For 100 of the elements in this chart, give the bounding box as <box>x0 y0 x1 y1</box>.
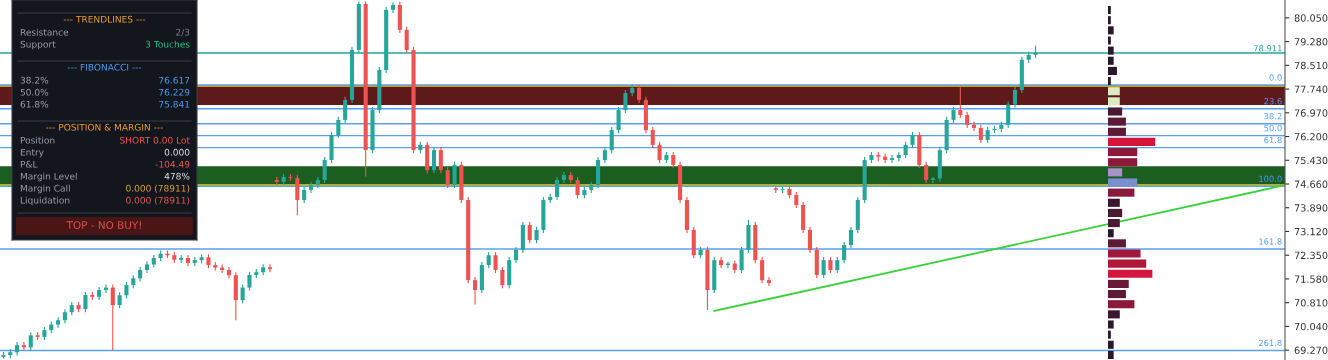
candlestick <box>431 146 437 174</box>
candlestick <box>404 26 409 54</box>
category-label: 61.8% <box>20 100 49 108</box>
candlestick <box>493 251 498 274</box>
candlestick <box>295 174 300 216</box>
bar <box>1108 46 1114 55</box>
bar <box>1108 26 1114 35</box>
y-tick-label: 73.890 <box>1294 204 1328 212</box>
candlestick <box>561 171 566 184</box>
bar <box>1108 350 1114 359</box>
candlestick <box>650 126 655 149</box>
candlestick <box>958 86 963 119</box>
candlestick <box>247 271 252 292</box>
candlestick <box>322 156 327 184</box>
candlestick <box>739 246 744 274</box>
candlestick <box>390 1 396 14</box>
candlestick <box>110 283 115 351</box>
annotation: 261.8 <box>1258 339 1282 347</box>
candlestick <box>308 181 314 194</box>
candlestick <box>438 146 443 174</box>
text: 0.000 (78911) <box>126 184 190 193</box>
candlestick <box>28 331 33 352</box>
candlestick <box>616 106 621 134</box>
y-tick-label: 71.580 <box>1294 275 1328 283</box>
bar <box>1108 290 1126 299</box>
candlestick <box>719 256 724 269</box>
category-label: Entry <box>20 148 44 158</box>
bar <box>1108 239 1126 248</box>
candlestick <box>452 161 457 189</box>
annotation: 100.0 <box>1259 175 1282 182</box>
annotation: 23.6 <box>1264 98 1282 105</box>
annotation: 38.2 <box>1264 112 1282 120</box>
bar <box>1108 158 1138 167</box>
annotation: 161.8 <box>1259 238 1282 245</box>
text: 76.229 <box>159 88 190 96</box>
annotation: TOP - NO BUY! <box>66 221 141 230</box>
bar <box>1108 56 1114 65</box>
y-tick-label: 77.740 <box>1294 85 1328 93</box>
category-label: Margin Call <box>20 184 70 194</box>
bar <box>1108 300 1135 309</box>
bar <box>1108 330 1111 339</box>
candlestick <box>978 124 983 144</box>
bar <box>1108 310 1120 319</box>
bar <box>1108 320 1114 329</box>
candlestick <box>821 256 826 279</box>
candlestick <box>267 263 273 273</box>
category-label: Margin Level <box>20 172 77 182</box>
candlestick <box>766 276 771 287</box>
text: 75.841 <box>159 100 190 108</box>
candlestick <box>930 176 936 184</box>
candlestick <box>144 260 150 274</box>
bar <box>1108 66 1117 75</box>
bar <box>1108 249 1141 258</box>
bar <box>1108 16 1111 25</box>
bar <box>1108 259 1147 268</box>
text: 478% <box>164 172 190 180</box>
candlestick <box>575 176 580 199</box>
text: -104.49 <box>155 160 190 168</box>
bar <box>1108 127 1126 136</box>
text: 76.617 <box>159 76 190 84</box>
category-label: Support <box>20 40 56 50</box>
y-tick-label: 76.970 <box>1294 109 1328 117</box>
text: 2/3 <box>176 28 190 37</box>
y-tick-label: 69.270 <box>1294 346 1328 354</box>
bar <box>1108 87 1120 96</box>
candlestick <box>185 254 191 267</box>
bar <box>1108 137 1156 146</box>
category-label: --- FIBONACCI --- <box>67 63 142 71</box>
text: 0.000 (78911) <box>126 196 190 205</box>
category-label: Position <box>20 136 55 144</box>
y-tick-label: 74.660 <box>1294 180 1328 188</box>
candlestick <box>1006 100 1011 129</box>
candlestick <box>657 141 662 164</box>
y-tick-label: 80.050 <box>1294 14 1328 22</box>
category-label: P&L <box>20 160 38 168</box>
bar <box>1108 188 1135 197</box>
bar <box>1108 198 1120 207</box>
candlestick <box>1012 86 1018 109</box>
category-label: --- POSITION & MARGIN --- <box>46 123 163 131</box>
category-label: Liquidation <box>20 196 70 206</box>
text: SHORT 0.00 Lot <box>120 136 190 144</box>
bar <box>1108 36 1111 45</box>
candlestick <box>226 266 232 279</box>
bar <box>1108 77 1111 86</box>
candlestick <box>807 226 813 254</box>
candlestick <box>842 241 847 264</box>
candlestick <box>527 221 532 244</box>
category-label: 50.0% <box>20 88 49 96</box>
category-label: Resistance <box>20 28 69 36</box>
candlestick <box>500 266 505 289</box>
bar <box>1108 229 1114 238</box>
bar <box>1108 168 1123 177</box>
bar <box>1108 107 1123 116</box>
candlestick <box>336 116 341 139</box>
candlestick <box>56 316 61 329</box>
bar <box>1108 117 1126 126</box>
bar <box>1108 178 1138 187</box>
candlestick <box>637 84 642 104</box>
candlestick <box>472 276 478 306</box>
candlestick <box>924 161 929 184</box>
